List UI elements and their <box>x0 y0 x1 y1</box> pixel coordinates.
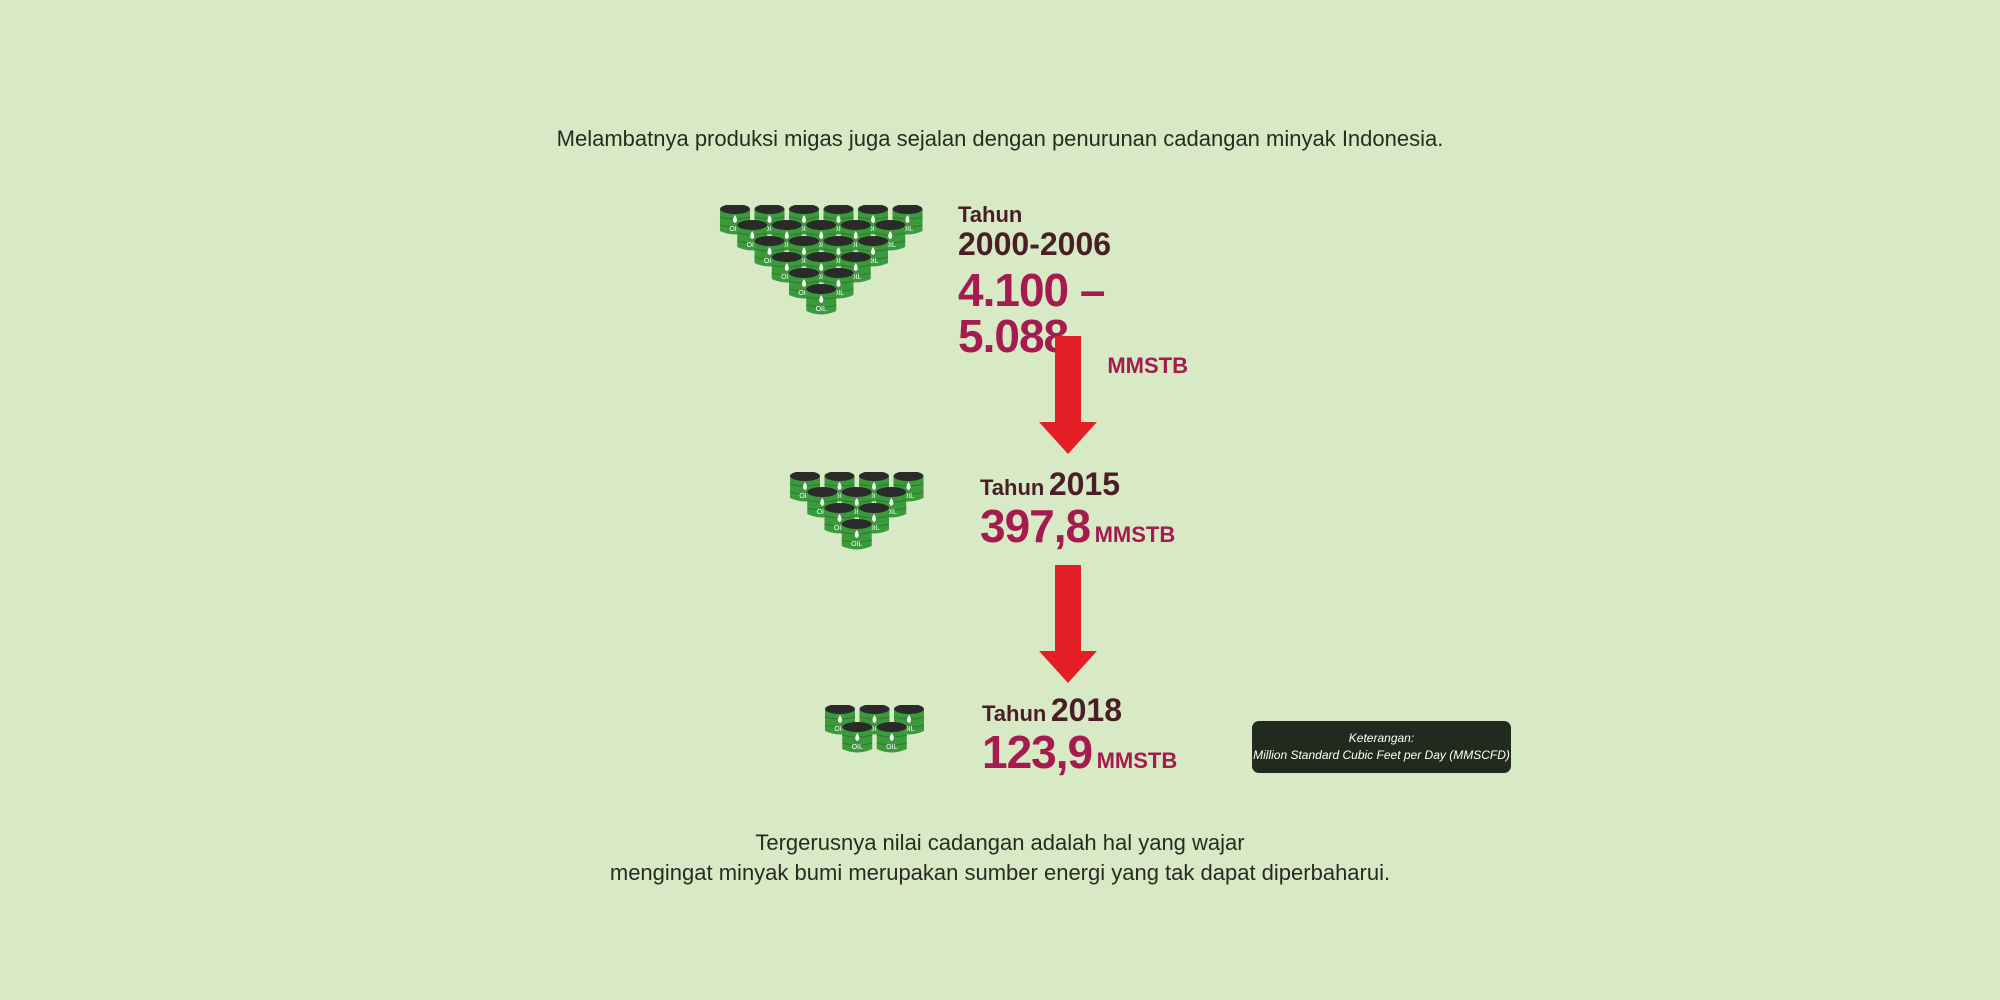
barrel-label: OIL <box>816 274 827 281</box>
barrel-label: OIL <box>834 493 845 500</box>
barrel-label: OIL <box>867 258 878 265</box>
barrel-pile-small: OIL OIL OIL OIL OIL <box>824 705 925 753</box>
reserve-value: 4.100 – 5.088 <box>958 264 1105 362</box>
barrel-label: OIL <box>867 226 878 233</box>
barrel-label: OIL <box>903 493 914 500</box>
oil-barrel-icon: OIL <box>876 722 907 753</box>
barrel-label: OIL <box>799 493 810 500</box>
barrel-label: OIL <box>798 226 809 233</box>
down-arrow-icon <box>1039 336 1097 454</box>
barrel-label: OIL <box>902 226 913 233</box>
period-2000-2006: Tahun 2000-2006 4.100 – 5.088 MMSTB <box>958 202 1188 379</box>
note-text: Million Standard Cubic Feet per Day (MMS… <box>1253 748 1510 762</box>
outro-text: Tergerusnya nilai cadangan adalah hal ya… <box>0 828 2000 888</box>
tahun-label: Tahun <box>958 202 1023 227</box>
barrel-label: OIL <box>747 242 758 249</box>
year-label: 2015 <box>1048 466 1120 502</box>
tahun-label: Tahun <box>982 701 1047 726</box>
barrel-label: OIL <box>729 226 740 233</box>
barrel-label: OIL <box>886 509 897 516</box>
barrel-label: OIL <box>781 242 792 249</box>
barrel-label: OIL <box>852 744 863 751</box>
barrel-label: OIL <box>781 274 792 281</box>
barrel-label: OIL <box>868 525 879 532</box>
barrel-pile-medium: OIL OIL OIL OIL OIL OIL OIL OIL OIL OIL <box>789 472 924 550</box>
oil-barrel-icon: OIL <box>842 722 873 753</box>
barrel-label: OIL <box>885 242 896 249</box>
barrel-pile-large: OIL OIL OIL OIL OIL OIL OIL OIL OIL OIL OIL OIL OIL O… <box>719 205 923 315</box>
reserve-value: 397,8 <box>980 500 1091 552</box>
barrel-label: OIL <box>817 509 828 516</box>
barrel-label: OIL <box>903 726 914 733</box>
legend-note: Keterangan: Million Standard Cubic Feet … <box>1252 721 1511 773</box>
barrel-label: OIL <box>816 306 827 313</box>
oil-barrel-icon: OIL <box>806 284 837 315</box>
unit-label: MMSTB <box>1096 748 1178 773</box>
down-arrow-icon <box>1039 565 1097 683</box>
barrel-label: OIL <box>833 290 844 297</box>
barrel-label: OIL <box>834 525 845 532</box>
barrel-label: OIL <box>851 509 862 516</box>
intro-text: Melambatnya produksi migas juga sejalan … <box>556 126 1444 151</box>
oil-barrel-icon: OIL <box>841 519 872 550</box>
barrel-label: OIL <box>869 726 880 733</box>
barrel-label: OIL <box>834 726 845 733</box>
barrel-label: OIL <box>886 744 897 751</box>
barrel-label: OIL <box>851 541 862 548</box>
barrel-label: OIL <box>816 242 827 249</box>
barrel-label: OIL <box>764 258 775 265</box>
barrel-label: OIL <box>833 258 844 265</box>
year-label: 2000-2006 <box>958 226 1112 262</box>
barrel-label: OIL <box>868 493 879 500</box>
barrel-label: OIL <box>798 258 809 265</box>
oil-barrel-icon: OIL <box>788 268 820 299</box>
year-label: 2018 <box>1050 692 1122 728</box>
barrel-label: OIL <box>764 226 775 233</box>
unit-label: MMSTB <box>1094 522 1176 547</box>
reserve-value: 123,9 <box>982 726 1093 778</box>
period-2015: Tahun 2015 397,8 MMSTB <box>980 466 1210 553</box>
unit-label: MMSTB <box>1107 353 1188 378</box>
period-2018: Tahun 2018 123,9 MMSTB <box>982 692 1212 779</box>
note-title: Keterangan: <box>1348 731 1415 745</box>
barrel-label: OIL <box>833 226 844 233</box>
outro-line-1: Tergerusnya nilai cadangan adalah hal ya… <box>755 830 1245 855</box>
barrel-label: OIL <box>850 274 861 281</box>
outro-line-2: mengingat minyak bumi merupakan sumber e… <box>609 860 1391 885</box>
tahun-label: Tahun <box>980 475 1045 500</box>
barrel-label: OIL <box>798 290 809 297</box>
barrel-label: OIL <box>850 242 861 249</box>
